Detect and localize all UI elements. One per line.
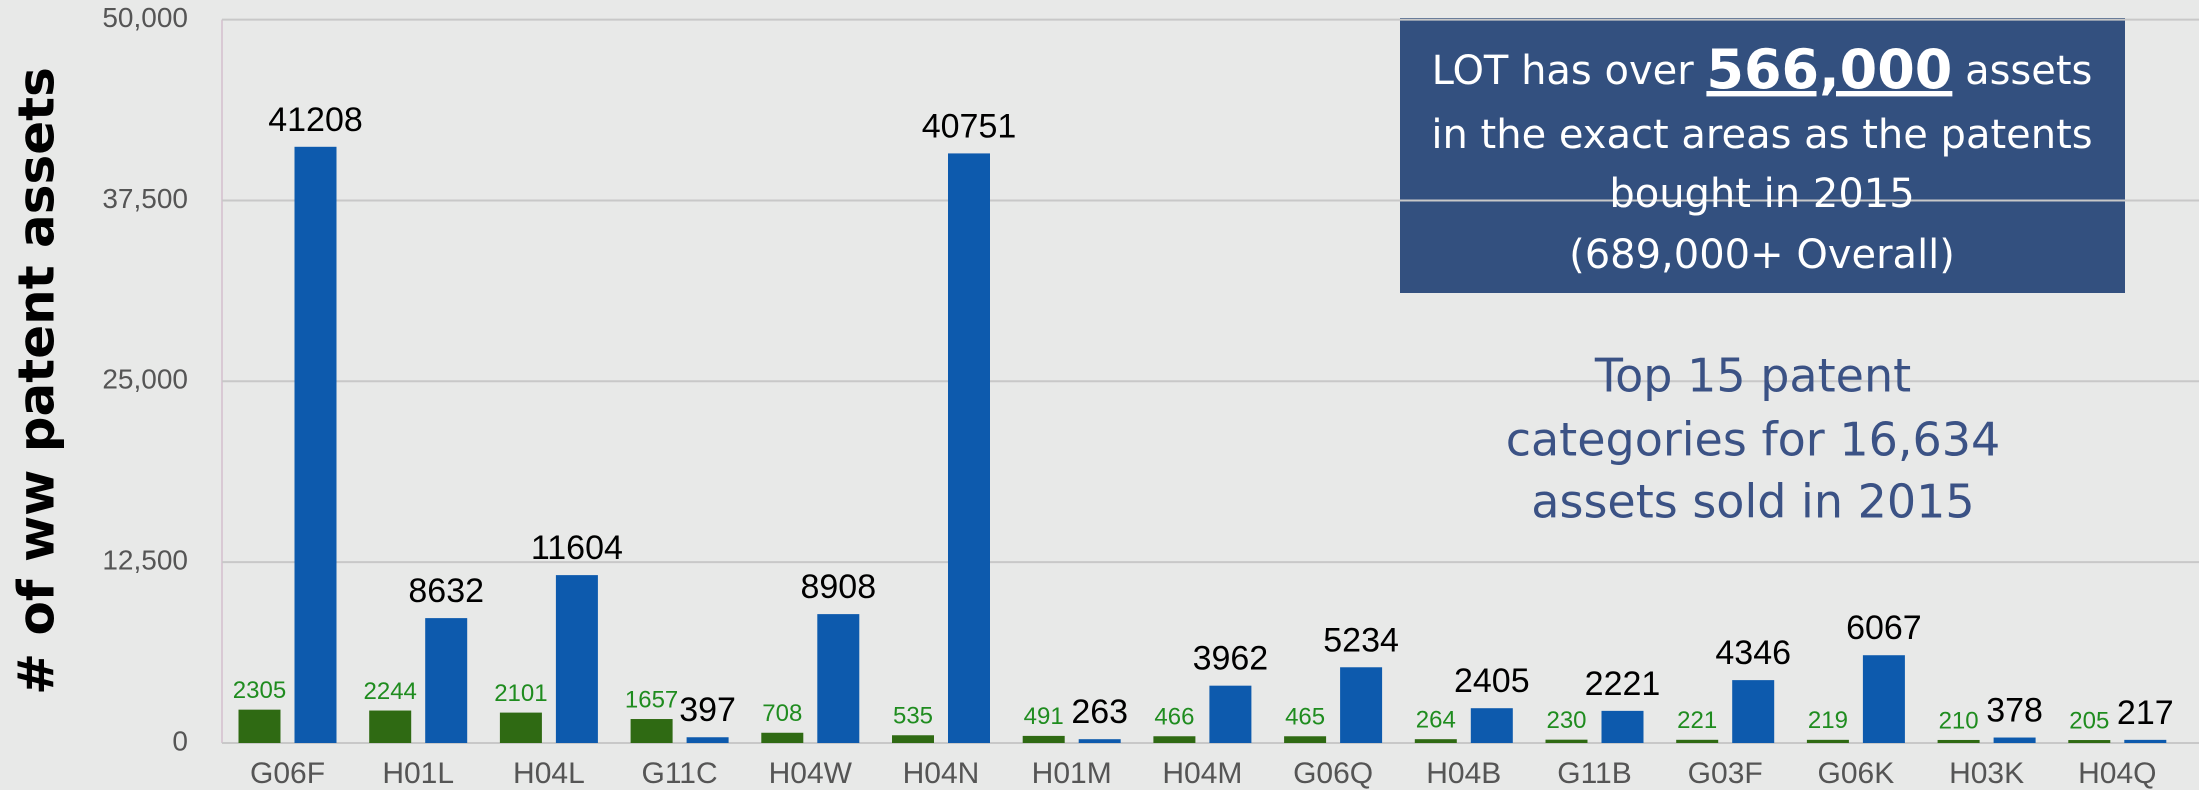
bar xyxy=(686,737,729,743)
value-label: 210 xyxy=(1939,707,1979,734)
info-box xyxy=(1400,18,2125,293)
value-label: 535 xyxy=(893,703,933,730)
value-label: 219 xyxy=(1808,707,1848,734)
bar xyxy=(1078,739,1121,743)
annotation: categories for 16,634 xyxy=(1506,413,2001,467)
x-tick-label: G06K xyxy=(1818,757,1895,790)
bar xyxy=(2124,739,2167,743)
value-label: 11604 xyxy=(531,529,623,567)
y-tick-label: 12,500 xyxy=(102,545,188,576)
x-tick-label: G06Q xyxy=(1293,757,1373,790)
bar xyxy=(1676,739,1719,743)
value-label: 217 xyxy=(2117,694,2174,732)
x-tick-label: H01M xyxy=(1032,757,1112,790)
value-label: 8632 xyxy=(408,572,484,610)
x-tick-label: G11B xyxy=(1557,757,1632,790)
x-tick-label: H04N xyxy=(903,757,980,790)
x-tick-label: H04L xyxy=(513,757,585,790)
x-tick-label: H04B xyxy=(1426,757,1501,790)
box-text: bought in 2015 xyxy=(1609,171,1914,217)
y-tick-label: 50,000 xyxy=(102,2,188,33)
value-label: 397 xyxy=(679,691,736,729)
bar xyxy=(948,153,990,743)
bar xyxy=(369,710,412,743)
box-text: (689,000+ Overall) xyxy=(1569,232,1955,278)
bar xyxy=(1340,667,1383,743)
value-label: 491 xyxy=(1024,703,1064,730)
x-tick-label: H01L xyxy=(382,757,454,790)
bar xyxy=(294,146,337,743)
value-label: 41208 xyxy=(268,101,363,139)
x-tick-label: G03F xyxy=(1688,757,1763,790)
value-label: 2244 xyxy=(364,678,417,705)
box-text-part: assets xyxy=(1952,48,2092,94)
bar xyxy=(1414,739,1457,743)
bar xyxy=(555,575,598,743)
bar xyxy=(817,614,860,743)
bar xyxy=(1937,739,1980,743)
value-label: 264 xyxy=(1416,707,1456,734)
value-label: 2221 xyxy=(1585,665,1661,703)
x-tick-label: H03K xyxy=(1949,757,2024,790)
annotation: assets sold in 2015 xyxy=(1531,475,1974,529)
y-axis-title: # of ww patent assets xyxy=(8,67,66,695)
value-label: 465 xyxy=(1285,704,1325,731)
value-label: 2101 xyxy=(494,680,547,707)
y-tick-label: 25,000 xyxy=(102,364,188,395)
bar xyxy=(630,719,673,743)
bar xyxy=(1806,739,1849,743)
bar xyxy=(1993,737,2036,743)
x-tick-label: G06F xyxy=(250,757,325,790)
value-label: 3962 xyxy=(1193,640,1269,678)
box-text: in the exact areas as the patents xyxy=(1431,112,2092,158)
bar xyxy=(1470,708,1513,743)
bar xyxy=(1732,680,1775,743)
value-label: 2405 xyxy=(1454,662,1530,700)
x-tick-label: G11C xyxy=(642,757,718,790)
box-text: LOT has over 566,000 assets xyxy=(1432,38,2093,101)
value-label: 1657 xyxy=(625,686,678,713)
value-label: 205 xyxy=(2069,707,2109,734)
y-tick-label: 37,500 xyxy=(102,183,188,214)
value-label: 378 xyxy=(1986,692,2043,730)
bar xyxy=(1022,735,1065,743)
y-tick-label: 0 xyxy=(172,725,188,756)
bar xyxy=(1153,736,1196,743)
value-label: 2305 xyxy=(233,677,286,704)
bar xyxy=(425,618,468,743)
value-label: 263 xyxy=(1071,693,1128,731)
x-tick-label: H04Q xyxy=(2078,757,2156,790)
box-text-part: 566,000 xyxy=(1706,38,1952,101)
bar xyxy=(1601,710,1644,743)
value-label: 466 xyxy=(1154,704,1194,731)
value-label: 230 xyxy=(1546,707,1586,734)
value-label: 708 xyxy=(762,700,802,727)
value-label: 4346 xyxy=(1715,634,1791,672)
bar xyxy=(1862,655,1905,743)
value-label: 6067 xyxy=(1846,609,1922,647)
bar xyxy=(1545,739,1588,743)
bar xyxy=(2068,740,2111,743)
box-text-part: LOT has over xyxy=(1432,48,1707,94)
value-label: 40751 xyxy=(922,107,1017,145)
bar xyxy=(892,735,934,743)
bar xyxy=(1284,736,1327,743)
x-tick-label: H04M xyxy=(1162,757,1242,790)
annotation: Top 15 patent xyxy=(1594,349,1911,403)
value-label: 5234 xyxy=(1323,621,1399,659)
bar xyxy=(761,732,804,743)
bar xyxy=(238,709,281,743)
x-tick-label: H04W xyxy=(769,757,853,790)
bar xyxy=(1209,685,1252,743)
value-label: 8908 xyxy=(800,568,876,606)
bar xyxy=(499,712,542,743)
value-label: 221 xyxy=(1677,707,1717,734)
